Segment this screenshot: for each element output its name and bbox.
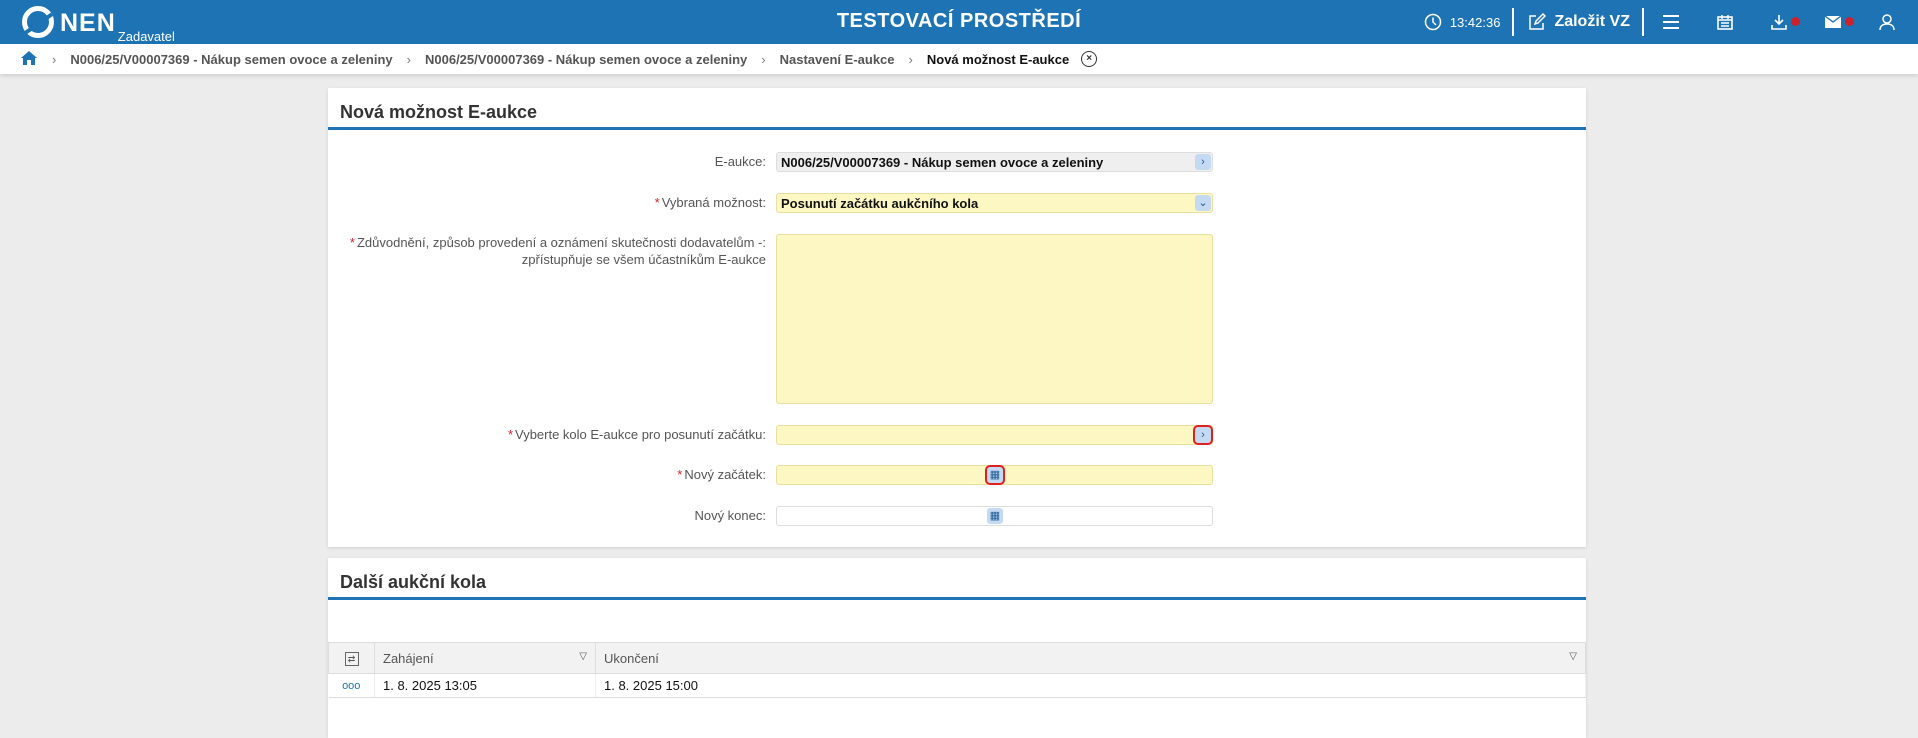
filter-icon[interactable]: ▽ xyxy=(1569,650,1577,662)
panel-title: Další aukční kola xyxy=(328,558,1586,600)
time-text: 13:42:36 xyxy=(1449,14,1501,30)
chevron-down-icon[interactable]: ⌄ xyxy=(1195,195,1211,211)
cell-start: 1. 8. 2025 13:05 xyxy=(374,673,596,698)
divider xyxy=(1642,8,1644,36)
chevron-right-icon[interactable]: › xyxy=(1195,154,1211,170)
logo-text: NEN xyxy=(60,9,116,37)
option-label-text: Vybraná možnost: xyxy=(661,195,766,210)
other-rounds-panel: Další aukční kola ⇄ Zahájení ▽ Ukončení ▽ … xyxy=(328,558,1586,738)
reason-label-line2: zpřístupňuje se všem účastníkům E-aukce xyxy=(521,252,766,267)
calendar-button[interactable] xyxy=(1698,11,1752,33)
table-row: ooo 1. 8. 2025 13:05 1. 8. 2025 15:00 xyxy=(328,673,1586,698)
chevron-right-icon: › xyxy=(761,51,766,67)
column-header-start[interactable]: Zahájení ▽ xyxy=(374,642,596,674)
start-label: * Nový začátek: xyxy=(677,467,766,482)
reason-label: * Zdůvodnění, způsob provedení a oznámení… xyxy=(349,235,766,267)
start-label-text: Nový začátek: xyxy=(684,467,766,482)
reason-textarea[interactable] xyxy=(776,234,1213,404)
breadcrumb-item[interactable]: N006/25/V00007369 - Nákup semen ovoce a … xyxy=(424,51,748,67)
round-label-text: Vyberte kolo E-aukce pro posunutí začátk… xyxy=(515,427,766,442)
option-select[interactable]: Posunutí začátku aukčního kola ⌄ xyxy=(776,193,1213,213)
chevron-right-icon[interactable]: › xyxy=(1193,425,1213,445)
option-label: * Vybraná možnost: xyxy=(654,195,766,210)
home-icon[interactable] xyxy=(20,50,38,69)
calendar-icon[interactable]: ▦ xyxy=(985,465,1005,485)
create-vz-label: Založit VZ xyxy=(1554,13,1630,30)
cell-end: 1. 8. 2025 15:00 xyxy=(595,673,1586,698)
filter-icon[interactable]: ▽ xyxy=(579,650,587,662)
breadcrumb-current: Nová možnost E-aukce xyxy=(926,51,1070,67)
notification-dot xyxy=(1791,17,1800,26)
calendar-icon xyxy=(1714,11,1736,33)
rounds-table: ⇄ Zahájení ▽ Ukončení ▽ ooo 1. 8. 2025 13:… xyxy=(328,642,1586,698)
menu-icon xyxy=(1660,11,1682,33)
settings-sliders-icon: ⇄ xyxy=(344,652,359,666)
round-field[interactable]: › xyxy=(776,425,1213,445)
clock-icon xyxy=(1422,11,1444,33)
breadcrumb: › N006/25/V00007369 - Nákup semen ovoce … xyxy=(0,44,1918,74)
option-value: Posunutí začátku aukčního kola xyxy=(781,196,979,211)
breadcrumb-item[interactable]: N006/25/V00007369 - Nákup semen ovoce a … xyxy=(70,51,393,67)
eaukce-value: N006/25/V00007369 - Nákup semen ovoce a … xyxy=(781,155,1104,170)
column-settings-button[interactable]: ⇄ xyxy=(328,642,375,674)
chevron-right-icon: › xyxy=(52,51,57,67)
calendar-icon[interactable]: ▦ xyxy=(987,508,1003,524)
menu-button[interactable] xyxy=(1644,11,1698,33)
panel-title: Nová možnost E-aukce xyxy=(328,88,1586,130)
round-label: * Vyberte kolo E-aukce pro posunutí začát… xyxy=(507,427,766,442)
end-datetime-field[interactable]: ▦ xyxy=(776,506,1213,526)
user-button[interactable] xyxy=(1860,11,1918,33)
start-datetime-field[interactable]: ▦ xyxy=(776,465,1213,485)
create-vz-button[interactable]: Založit VZ xyxy=(1514,11,1642,33)
chevron-right-icon: › xyxy=(908,51,913,67)
downloads-button[interactable] xyxy=(1752,11,1806,33)
download-icon xyxy=(1768,11,1790,33)
session-clock: 13:42:36 xyxy=(1410,11,1513,33)
new-option-panel: Nová možnost E-aukce E-aukce: N006/25/V0… xyxy=(328,88,1586,547)
breadcrumb-item[interactable]: Nastavení E-aukce xyxy=(779,51,895,67)
logo-subtitle: Zadavatel xyxy=(117,29,175,44)
divider xyxy=(1512,8,1515,36)
app-header: NEN Zadavatel TESTOVACÍ PROSTŘEDÍ 13:42:… xyxy=(0,0,1918,44)
table-header: ⇄ Zahájení ▽ Ukončení ▽ xyxy=(328,642,1586,674)
edit-icon xyxy=(1526,11,1548,33)
row-actions-icon[interactable]: ooo xyxy=(328,673,375,698)
user-icon xyxy=(1876,11,1898,33)
column-header-end[interactable]: Ukončení ▽ xyxy=(595,642,1586,674)
mail-icon xyxy=(1822,11,1844,33)
notification-dot xyxy=(1845,17,1854,26)
eaukce-label: E-aukce: xyxy=(714,154,766,169)
eaukce-field: N006/25/V00007369 - Nákup semen ovoce a … xyxy=(776,152,1213,172)
column-label: Ukončení xyxy=(604,650,659,666)
messages-button[interactable] xyxy=(1806,11,1860,33)
nen-logo[interactable]: NEN Zadavatel xyxy=(22,6,175,44)
reason-label-line1: Zdůvodnění, způsob provedení a oznámení … xyxy=(356,235,766,250)
close-tab-icon[interactable]: × xyxy=(1081,51,1098,67)
end-label: Nový konec: xyxy=(694,508,766,523)
logo-icon xyxy=(22,6,54,38)
chevron-right-icon: › xyxy=(406,51,411,67)
column-label: Zahájení xyxy=(383,650,434,666)
